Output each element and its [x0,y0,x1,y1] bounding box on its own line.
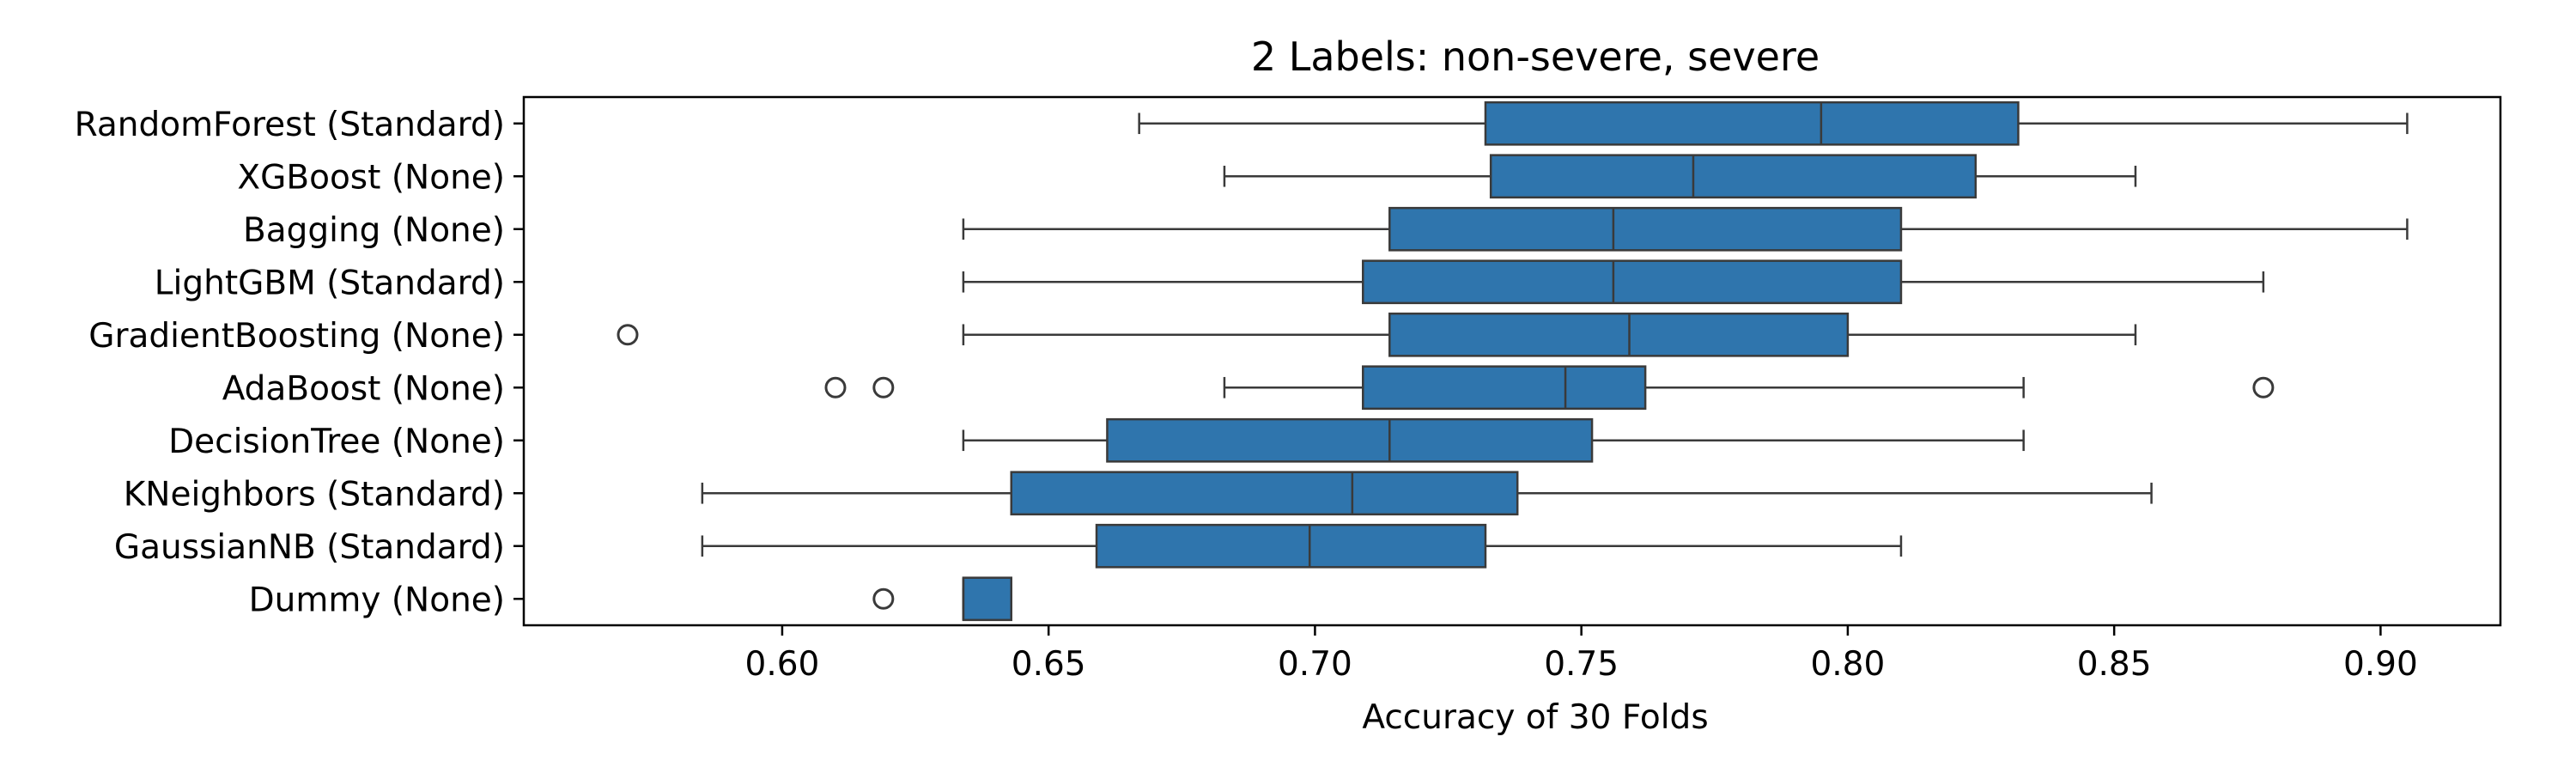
y-tick-label: GaussianNB (Standard) [114,528,505,567]
iqr-box [962,576,1012,622]
x-tick-label: 0.90 [2343,645,2418,684]
x-tick-label: 0.65 [1012,645,1086,684]
iqr-box [1095,523,1487,569]
boxes-layer [617,100,2409,622]
x-tick-label: 0.70 [1278,645,1352,684]
y-tick-label: GradientBoosting (None) [88,317,505,356]
chart-title: 2 Labels: non-severe, severe [1251,33,1820,80]
y-tick-label: Dummy (None) [249,581,505,619]
box-group [701,471,2153,516]
outlier-point [824,376,847,399]
y-tick-label: LightGBM (Standard) [155,264,505,302]
y-tick-label: RandomForest (Standard) [75,106,505,144]
iqr-box [1388,312,1850,357]
y-tick-label: KNeighbors (Standard) [124,475,505,514]
x-tick-label: 0.60 [745,645,820,684]
iqr-box [1362,365,1647,411]
outlier-point [872,376,895,399]
iqr-box [1106,417,1594,463]
box-group [1138,100,2409,146]
box-group [617,312,2137,357]
box-group [962,206,2409,252]
box-group [962,259,2265,305]
x-axis: 0.60 0.65 0.70 0.75 0.80 0.85 0.90 [745,625,2418,684]
x-tick-label: 0.80 [1810,645,1885,684]
box-group [824,365,2275,411]
box-group [962,417,2025,463]
plot-area-frame [522,95,2502,627]
outlier-point [617,324,639,346]
iqr-box [1484,100,2020,146]
iqr-box [1010,471,1519,516]
outlier-point [2252,376,2275,399]
y-tick-label: XGBoost (None) [237,158,505,197]
iqr-box [1362,259,1903,305]
y-tick-label: DecisionTree (None) [168,423,505,461]
x-tick-label: 0.75 [1544,645,1619,684]
box-group [1223,154,2137,199]
iqr-box [1388,206,1903,252]
x-axis-label: Accuracy of 30 Folds [1362,698,1708,737]
y-tick-label: Bagging (None) [243,211,505,250]
box-group [701,523,1903,569]
outlier-point [872,587,895,610]
iqr-box [1489,154,1978,199]
y-tick-label: AdaBoost (None) [222,369,505,408]
y-axis: RandomForest (Standard) XGBoost (None) Bag… [75,106,524,619]
x-tick-label: 0.85 [2077,645,2152,684]
box-group [872,576,1012,622]
